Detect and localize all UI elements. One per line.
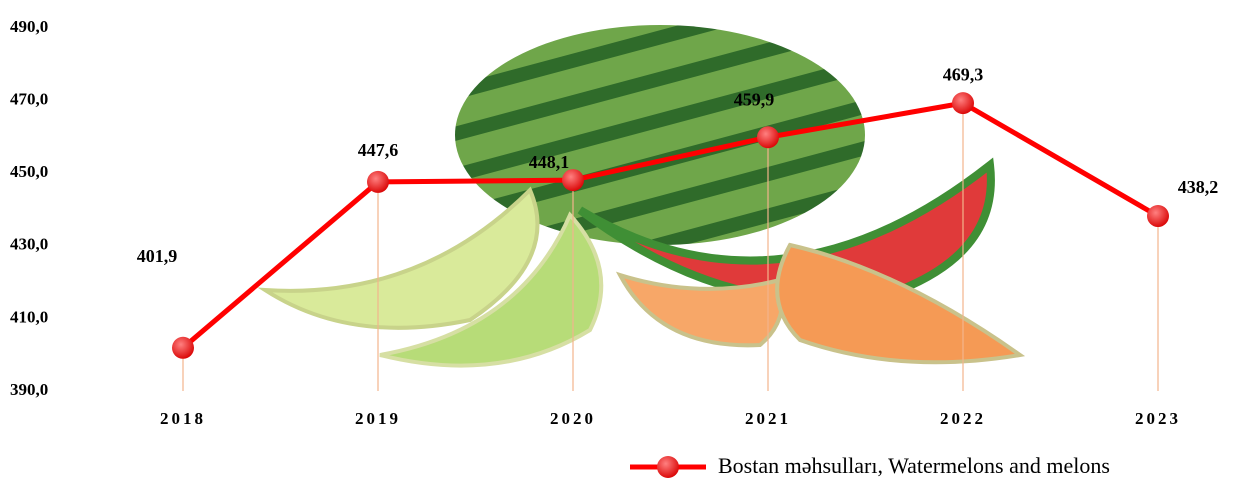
data-label: 448,1 — [529, 152, 570, 172]
data-point — [757, 126, 779, 148]
data-label: 469,3 — [943, 64, 984, 84]
data-label: 459,9 — [734, 89, 775, 109]
legend-marker — [657, 456, 679, 478]
data-point — [952, 92, 974, 114]
x-tick-label: 2022 — [940, 409, 986, 428]
legend: Bostan məhsulları, Watermelons and melon… — [630, 453, 1110, 478]
data-point — [562, 169, 584, 191]
data-label: 447,6 — [358, 140, 399, 160]
x-tick-label: 2023 — [1135, 409, 1181, 428]
data-label: 438,2 — [1178, 177, 1219, 197]
x-tick-label: 2021 — [745, 409, 791, 428]
x-tick-label: 2018 — [160, 409, 206, 428]
data-point — [1147, 205, 1169, 227]
chart: 390,0 410,0 430,0 450,0 470,0 490,0 2018 2019 20… — [0, 0, 1247, 485]
y-tick-label: 490,0 — [10, 17, 48, 36]
x-tick-label: 2019 — [355, 409, 401, 428]
data-point — [367, 171, 389, 193]
y-tick-label: 410,0 — [10, 307, 48, 326]
legend-label: Bostan məhsulları, Watermelons and melon… — [718, 453, 1110, 478]
y-tick-label: 470,0 — [10, 90, 48, 109]
y-tick-label: 390,0 — [10, 380, 48, 399]
y-tick-label: 450,0 — [10, 162, 48, 181]
data-point — [172, 337, 194, 359]
y-tick-label: 430,0 — [10, 235, 48, 254]
x-tick-label: 2020 — [550, 409, 596, 428]
data-label: 401,9 — [137, 246, 178, 266]
